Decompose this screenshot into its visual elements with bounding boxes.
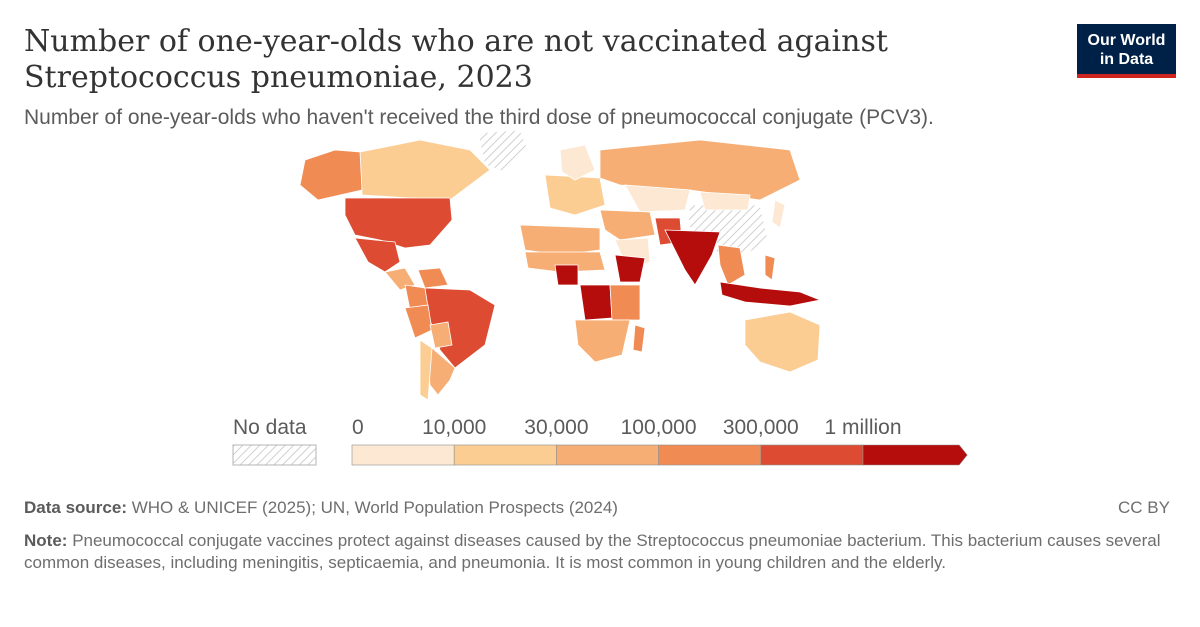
legend-bins [351, 444, 968, 466]
legend-bin-2[interactable] [556, 444, 659, 466]
legend-bin-4[interactable] [760, 444, 864, 466]
region-india[interactable] [664, 229, 721, 286]
region-mexico[interactable] [354, 237, 401, 273]
license-link[interactable]: CC BY [1118, 498, 1170, 517]
region-chile[interactable] [419, 339, 433, 401]
legend: No data 0 10,000 30,000 100,000 300,000 1 mil… [232, 416, 968, 466]
region-united-states[interactable] [344, 197, 453, 249]
legend-bin-3[interactable] [658, 444, 762, 466]
region-mongolia[interactable] [699, 191, 751, 211]
chart-subtitle: Number of one-year-olds who haven't rece… [24, 106, 934, 129]
data-source: Data source: WHO & UNICEF (2025); UN, Wo… [24, 498, 618, 518]
region-western-europe[interactable] [544, 174, 606, 216]
legend-tick-4: 300,000 [723, 416, 799, 439]
legend-tick-0: 0 [352, 416, 364, 439]
legend-bin-1[interactable] [453, 444, 557, 466]
region-canada[interactable] [359, 139, 491, 201]
note-label: Note: [24, 531, 68, 550]
chart-note: Note: Pneumococcal conjugate vaccines pr… [24, 530, 1164, 574]
owid-logo[interactable]: Our World in Data [1077, 24, 1176, 78]
region-scandinavia[interactable] [559, 144, 596, 181]
legend-no-data-swatch [232, 444, 317, 466]
legend-bin-5[interactable] [862, 444, 968, 466]
region-alaska[interactable] [299, 149, 363, 201]
region-dr-congo[interactable] [579, 284, 613, 321]
region-central-america[interactable] [384, 267, 416, 291]
region-philippines[interactable] [764, 254, 776, 281]
region-kazakhstan[interactable] [624, 184, 691, 213]
region-east-africa[interactable] [609, 284, 641, 321]
legend-tick-2: 30,000 [524, 416, 588, 439]
legend-tick-3: 100,000 [621, 416, 697, 439]
region-bolivia[interactable] [429, 321, 453, 349]
source-label: Data source: [24, 498, 127, 517]
logo-line-1: Our World [1087, 32, 1166, 49]
legend-ticks: 0 10,000 30,000 100,000 300,000 1 million [352, 416, 902, 439]
region-sahel[interactable] [524, 251, 606, 273]
region-greenland[interactable] [477, 129, 529, 173]
region-peru[interactable] [404, 304, 433, 339]
region-venezuela[interactable] [417, 267, 449, 289]
region-australia[interactable] [744, 311, 821, 373]
logo-line-2: in Data [1099, 51, 1154, 68]
region-madagascar[interactable] [632, 324, 646, 353]
region-nigeria[interactable] [554, 264, 579, 286]
region-middle-east[interactable] [599, 209, 656, 241]
legend-tick-1: 10,000 [422, 416, 486, 439]
note-text: Pneumococcal conjugate vaccines protect … [24, 531, 1161, 572]
region-ethiopia[interactable] [614, 254, 646, 283]
region-southeast-asia[interactable] [717, 244, 746, 286]
region-north-africa[interactable] [519, 224, 601, 256]
region-southern-africa[interactable] [574, 319, 631, 363]
map-regions [299, 129, 822, 401]
legend-tick-5: 1 million [824, 416, 901, 439]
region-russia[interactable] [599, 139, 801, 201]
region-indonesia[interactable] [719, 281, 822, 307]
legend-no-data-label: No data [233, 416, 307, 439]
legend-bin-0[interactable] [351, 444, 455, 466]
chart-title: Number of one-year-olds who are not vacc… [24, 24, 888, 95]
region-japan[interactable] [771, 199, 786, 229]
source-text[interactable]: WHO & UNICEF (2025); UN, World Populatio… [131, 498, 618, 517]
